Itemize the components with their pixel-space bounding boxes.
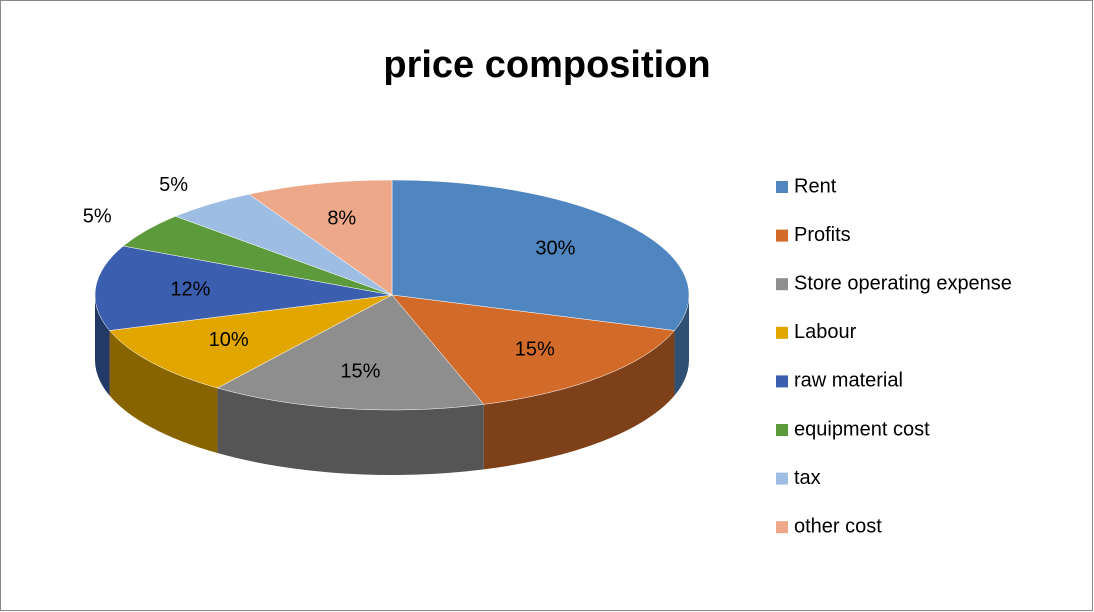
pie-slice <box>94 245 393 331</box>
legend-label: Labour <box>794 321 857 343</box>
chart-title: price composition <box>383 44 710 86</box>
data-label: 5% <box>159 174 188 196</box>
legend-label: other cost <box>794 515 882 537</box>
data-label: 30% <box>535 237 575 259</box>
legend-label: Store operating expense <box>794 272 1012 294</box>
legend-swatch <box>776 472 788 485</box>
legend-label: raw material <box>794 370 903 392</box>
data-label: 15% <box>340 361 380 383</box>
legend-label: tax <box>794 467 821 489</box>
legend-label: equipment cost <box>794 418 930 440</box>
legend-swatch <box>776 229 788 242</box>
legend-swatch <box>776 375 788 388</box>
pie-slice <box>248 179 393 296</box>
data-label: 12% <box>170 278 210 300</box>
legend-label: Rent <box>794 175 837 197</box>
pie-slice <box>216 294 485 411</box>
pie-slice-side <box>95 295 110 396</box>
legend-swatch <box>776 181 788 193</box>
pie-slice <box>391 294 675 405</box>
pie-slice <box>391 179 690 331</box>
pie-slice <box>109 294 393 389</box>
legend-swatch <box>776 521 788 534</box>
legend-swatch <box>776 424 788 436</box>
pie-slice-side <box>483 330 675 470</box>
data-label: 15% <box>515 339 555 361</box>
legend-label: Profits <box>794 224 851 246</box>
data-label: 5% <box>83 206 112 228</box>
data-label: 8% <box>327 208 356 230</box>
pie-slice-side <box>674 295 689 396</box>
data-label: 10% <box>209 329 249 351</box>
pie-slice-side <box>109 330 218 454</box>
legend-swatch <box>776 278 788 291</box>
legend-swatch <box>776 326 788 339</box>
